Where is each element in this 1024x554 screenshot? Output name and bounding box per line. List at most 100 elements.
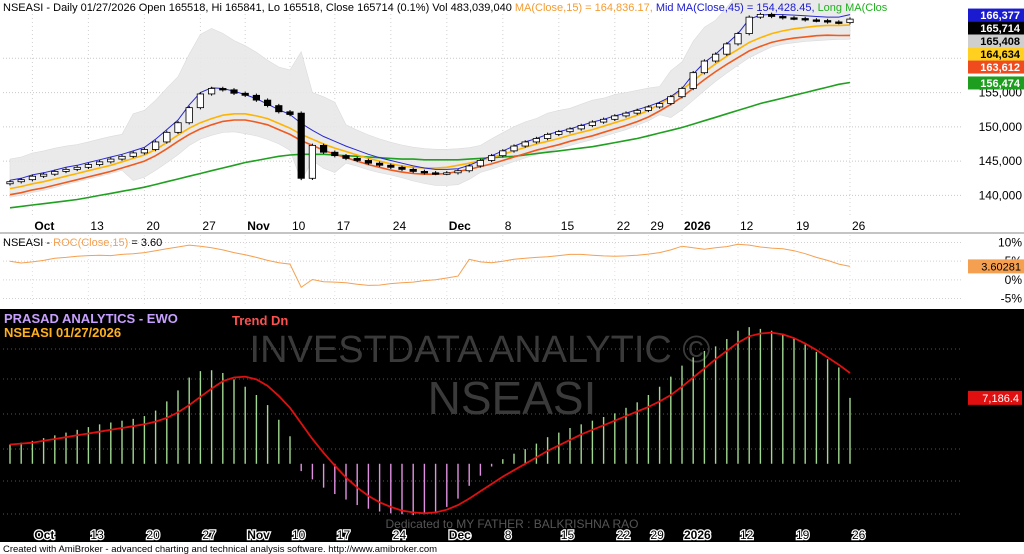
price-candle <box>118 155 126 160</box>
price-candle <box>745 16 753 34</box>
price-candle <box>207 88 216 95</box>
footer-text: Created with AmiBroker - advanced charti… <box>3 544 437 554</box>
price-candle <box>667 96 675 104</box>
price-x-label: 15 <box>561 219 575 233</box>
price-value-tag <box>968 34 1024 48</box>
price-candle <box>588 121 597 126</box>
price-x-label: 12 <box>740 219 754 233</box>
ewo-x-label: 26 <box>852 528 866 542</box>
price-candle <box>163 131 171 143</box>
roc-title-ma: ROC(Close,15) <box>53 237 128 249</box>
price-value-tag <box>968 47 1024 61</box>
price-candle <box>476 160 485 167</box>
price-candle <box>140 149 148 154</box>
price-value-label: 164,634 <box>980 49 1021 61</box>
price-candle <box>375 162 384 166</box>
price-title-part: Long MA(Clos <box>818 2 888 14</box>
price-candle <box>263 99 272 107</box>
price-candle <box>768 13 776 17</box>
price-value-tag <box>968 21 1024 35</box>
price-candle <box>633 110 641 114</box>
ewo-x-label: 19 <box>796 528 810 542</box>
price-candle <box>107 158 115 163</box>
ewo-x-label: 2026 <box>684 528 711 542</box>
price-value-label: 165,408 <box>980 36 1020 48</box>
price-candle <box>51 171 59 175</box>
price-candle <box>398 166 406 170</box>
price-candle <box>420 171 429 174</box>
roc-value-tag <box>968 259 1024 274</box>
price-candle <box>17 179 25 183</box>
ewo-x-label: 17 <box>337 528 351 542</box>
ewo-x-label: 15 <box>561 528 575 542</box>
ewo-dedication: Dedicated to MY FATHER : BALKRISHNA RAO <box>386 517 639 531</box>
price-x-label: 2026 <box>684 219 711 233</box>
price-candle <box>196 93 204 109</box>
price-candle <box>835 21 843 24</box>
price-title: NSEASI - Daily 01/27/2026 Open 165518, H… <box>3 2 888 14</box>
roc-line <box>9 243 851 289</box>
price-x-label: 29 <box>650 219 664 233</box>
price-value-tag <box>968 60 1024 74</box>
price-candle <box>275 105 283 113</box>
price-candle <box>846 18 854 24</box>
ewo-x-label: 13 <box>90 528 104 542</box>
price-title-part: NSEASI - Daily 01/27/2026 Open 165518, H… <box>3 2 515 14</box>
price-x-label: Nov <box>247 219 270 233</box>
roc-title-prefix: NSEASI - <box>3 237 53 249</box>
roc-title: NSEASI - ROC(Close,15) = 3.60 <box>3 237 162 249</box>
price-candle <box>6 181 14 185</box>
price-candle <box>219 88 227 91</box>
price-x-label: 8 <box>505 219 512 233</box>
price-candle <box>431 172 440 175</box>
price-candle <box>487 155 496 161</box>
price-x-label: Dec <box>449 219 471 233</box>
price-band <box>9 0 851 198</box>
price-candle <box>252 94 260 101</box>
roc-y-tick: 0% <box>1005 273 1023 287</box>
ewo-watermark-2: NSEASI <box>428 372 597 424</box>
price-value-label: 165,714 <box>980 23 1021 35</box>
price-x-label: 27 <box>202 219 216 233</box>
price-candle <box>622 112 630 117</box>
price-candle <box>319 144 328 153</box>
price-title-part: Mid MA(Close,45) = 154,428.45, <box>656 2 818 14</box>
price-x-label: 19 <box>796 219 810 233</box>
ewo-subtitle: NSEASI 01/27/2026 <box>4 325 121 340</box>
price-candle <box>723 43 731 55</box>
price-candle <box>40 173 48 177</box>
price-x-label: 24 <box>393 219 407 233</box>
price-candle <box>566 128 574 133</box>
price-candle <box>779 16 787 19</box>
price-value-tag <box>968 8 1024 22</box>
price-candle <box>544 133 552 139</box>
price-candle <box>62 168 70 172</box>
price-candle <box>700 60 709 74</box>
price-candle <box>824 20 832 23</box>
price-candle <box>611 115 619 120</box>
price-y-tick: 145,000 <box>979 154 1023 168</box>
price-candle <box>555 131 563 135</box>
ewo-x-label: 24 <box>393 528 407 542</box>
footer-bg <box>0 542 1024 554</box>
ewo-watermark-1: INVESTDATA ANALYTIC © <box>250 329 711 371</box>
price-candle <box>689 72 697 89</box>
ewo-value-tag <box>968 390 1022 405</box>
price-candle <box>465 165 473 172</box>
price-value-tag <box>968 76 1024 90</box>
ewo-panel-bg <box>0 309 1024 542</box>
ewo-x-label: Oct <box>34 528 54 542</box>
ewo-x-label: 8 <box>505 528 512 542</box>
price-x-label: 20 <box>146 219 160 233</box>
price-x-label: Oct <box>34 219 54 233</box>
price-y-tick: 150,000 <box>979 120 1023 134</box>
price-candle <box>454 170 462 174</box>
ewo-value-label: 7,186.4 <box>982 393 1019 405</box>
price-candle <box>644 106 653 111</box>
price-candle <box>678 88 686 98</box>
price-candle <box>790 17 798 20</box>
price-candle <box>756 13 765 18</box>
mid-ma45-line <box>9 13 851 181</box>
